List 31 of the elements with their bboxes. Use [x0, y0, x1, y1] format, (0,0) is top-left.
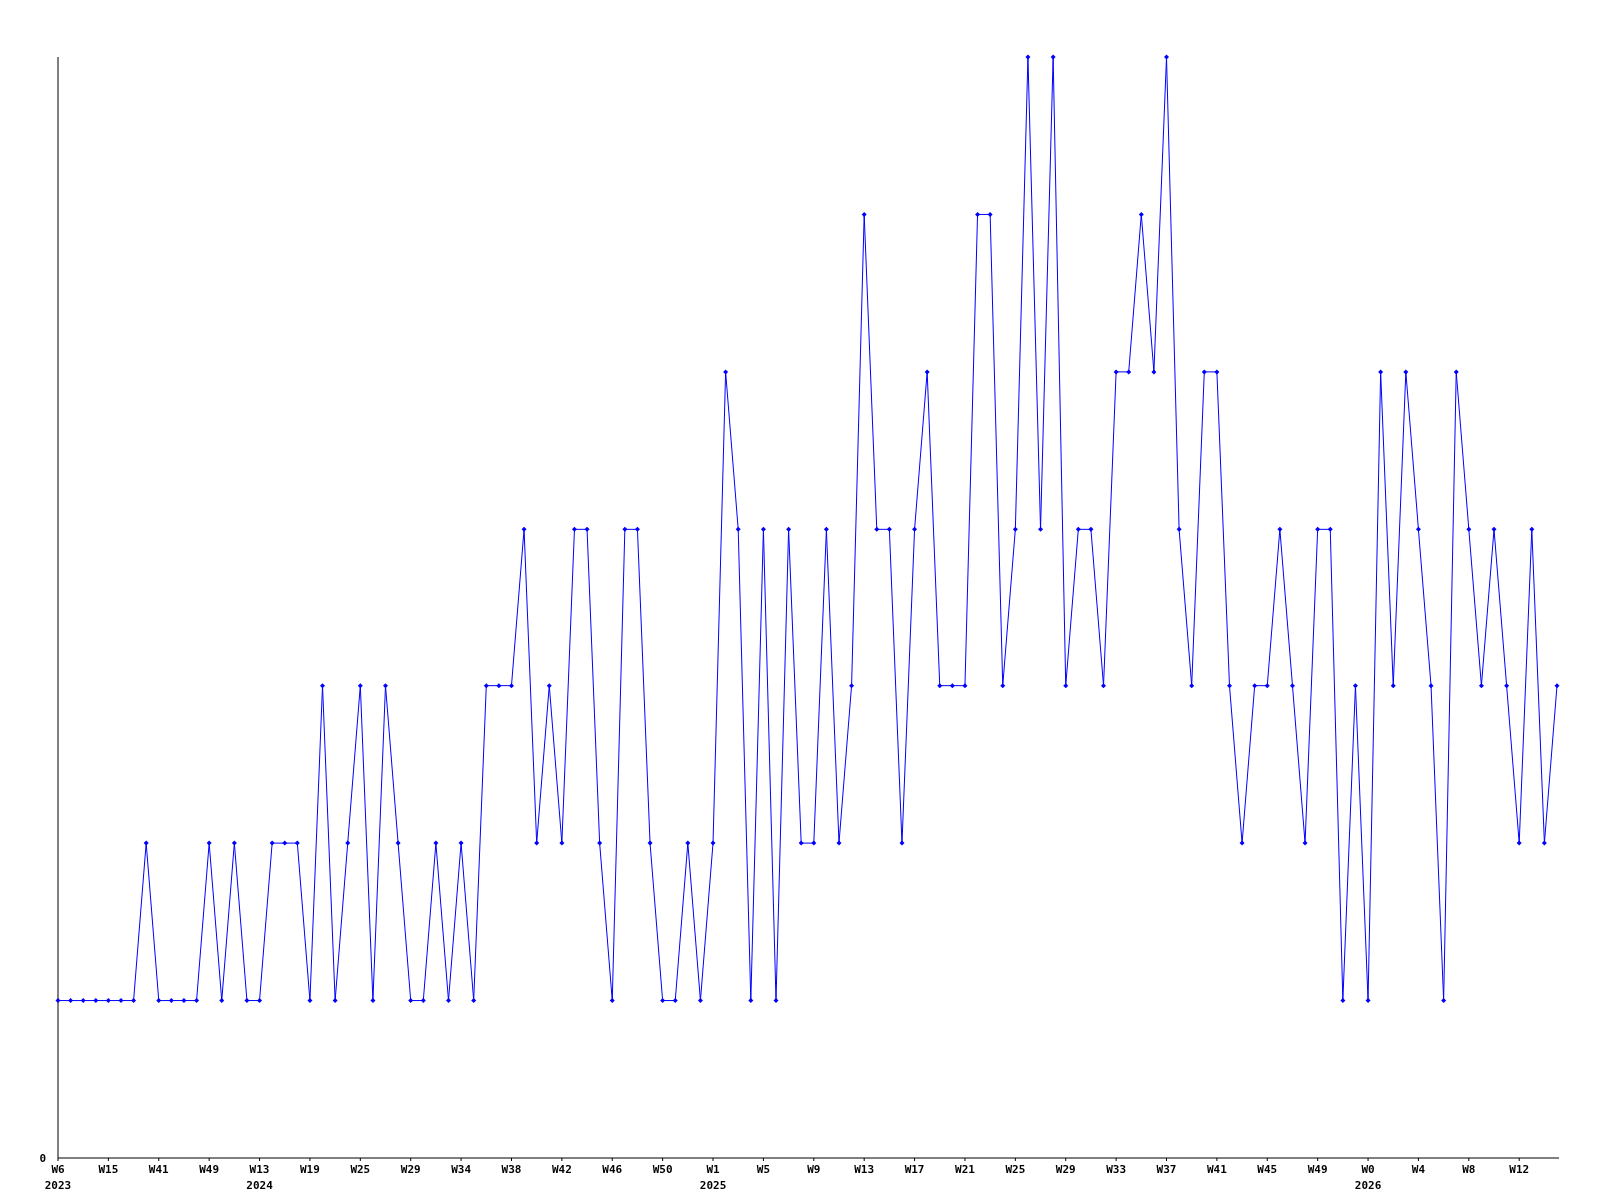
- x-tick-label: W12: [1509, 1163, 1530, 1176]
- x-tick-label: W38: [501, 1163, 522, 1176]
- x-tick-label: W45: [1257, 1163, 1278, 1176]
- x-tick-label: W34: [451, 1163, 472, 1176]
- x-tick-label: W13 2024: [246, 1163, 274, 1192]
- x-tick-label: W29: [400, 1163, 421, 1176]
- x-tick-label: W5: [756, 1163, 771, 1176]
- x-tick-label: W29: [1055, 1163, 1076, 1176]
- x-tick-label: W46: [602, 1163, 623, 1176]
- x-tick-label: W21: [955, 1163, 976, 1176]
- x-tick-label: W15: [98, 1163, 119, 1176]
- x-tick-label: W17: [904, 1163, 925, 1176]
- x-tick-label: W37: [1156, 1163, 1177, 1176]
- x-tick-label: W49: [199, 1163, 220, 1176]
- x-tick-label: W4: [1411, 1163, 1426, 1176]
- x-tick-label: W8: [1462, 1163, 1476, 1176]
- x-tick-label: W42: [551, 1163, 572, 1176]
- text: 0: [39, 1152, 46, 1165]
- x-tick-label: W25: [350, 1163, 371, 1176]
- x-tick-label: W13: [854, 1163, 875, 1176]
- x-tick-label: W50: [652, 1163, 673, 1176]
- x-tick-label: W41: [148, 1163, 170, 1176]
- x-tick-label: W0 2026: [1354, 1163, 1382, 1192]
- x-tick-label: W6 2023: [44, 1163, 72, 1192]
- x-tick-label: W49: [1307, 1163, 1328, 1176]
- x-tick-label: W9: [807, 1163, 821, 1176]
- x-tick-label: W19: [300, 1163, 320, 1176]
- x-tick-label: W25: [1005, 1163, 1026, 1176]
- x-tick-label: W1 2025: [699, 1163, 727, 1192]
- x-tick-label: W33: [1106, 1163, 1127, 1176]
- x-tick-label: W41: [1206, 1163, 1228, 1176]
